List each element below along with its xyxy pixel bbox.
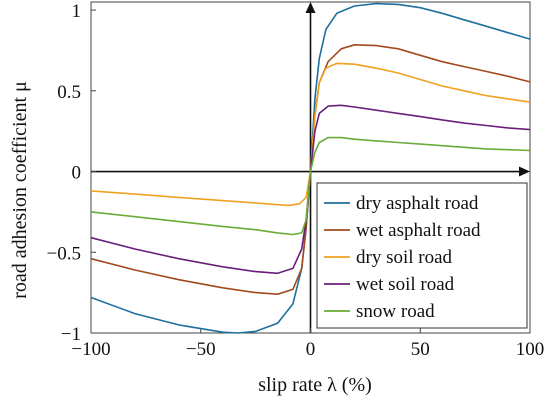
legend-label: wet asphalt road bbox=[356, 220, 481, 241]
legend-label: dry soil road bbox=[356, 247, 453, 268]
series-line-dry-soil-road bbox=[90, 62, 531, 207]
legend-label: wet soil road bbox=[356, 274, 455, 295]
series-line-snow-road bbox=[90, 136, 531, 236]
legend-label: snow road bbox=[356, 301, 435, 322]
y-tick-label: 1 bbox=[72, 1, 82, 22]
x-tick-label: −50 bbox=[186, 339, 216, 360]
x-ticks: −100 −50 0 50 100 bbox=[71, 328, 544, 360]
legend-label: dry asphalt road bbox=[356, 193, 479, 214]
y-ticks: −1 −0.5 0 0.5 1 bbox=[47, 1, 96, 345]
x-tick-label: −100 bbox=[71, 339, 110, 360]
series-lines bbox=[90, 2, 531, 334]
y-axis-arrow bbox=[305, 2, 316, 13]
x-tick-label: 50 bbox=[411, 339, 430, 360]
series-line-dry-asphalt-road bbox=[90, 2, 531, 334]
x-axis-title: slip rate λ (%) bbox=[258, 374, 372, 396]
legend-box bbox=[316, 182, 528, 329]
x-tick-label: 100 bbox=[516, 339, 545, 360]
series-line-wet-soil-road bbox=[90, 104, 531, 275]
y-tick-label: −1 bbox=[61, 324, 81, 345]
x-tick-label: 0 bbox=[306, 339, 316, 360]
y-tick-label: 0.5 bbox=[57, 82, 81, 103]
y-axis-title: road adhesion coefficient μ bbox=[9, 81, 31, 299]
y-tick-label: −0.5 bbox=[47, 243, 81, 264]
legend: dry asphalt road wet asphalt road dry soil… bbox=[316, 182, 528, 329]
x-axis-arrow bbox=[519, 166, 530, 177]
y-tick-label: 0 bbox=[72, 163, 82, 184]
